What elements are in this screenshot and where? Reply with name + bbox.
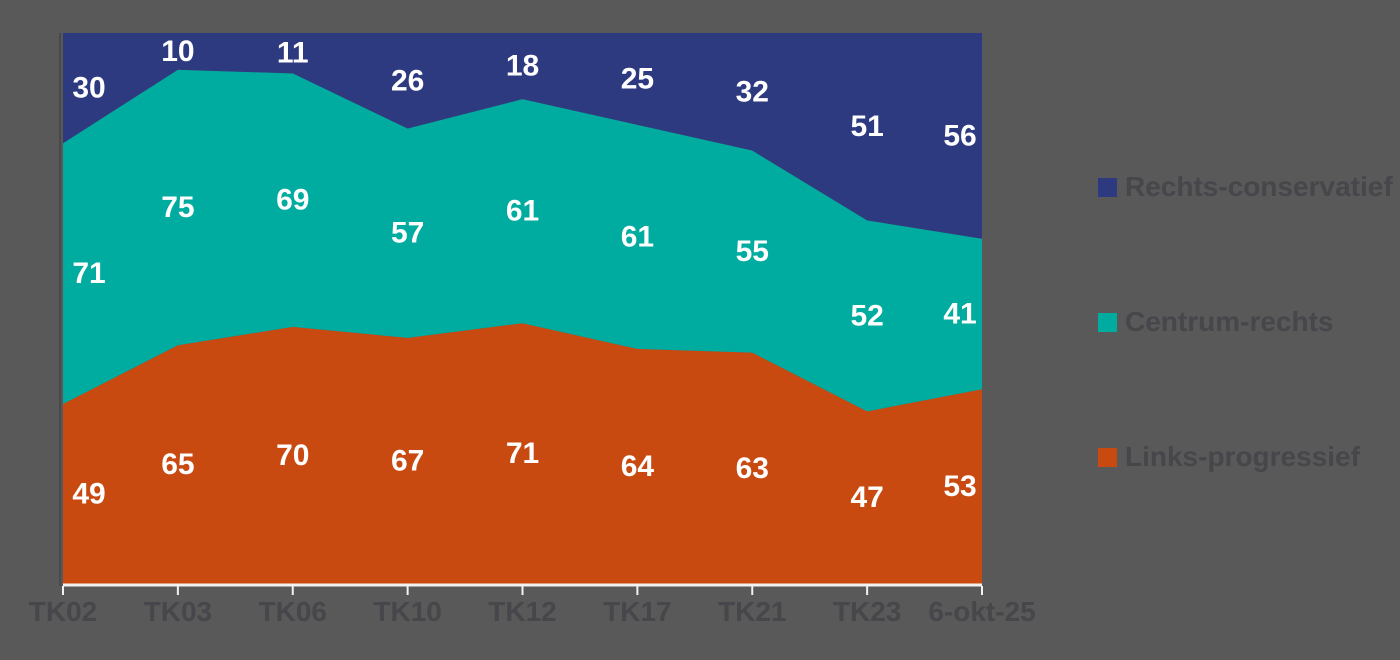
legend-swatch bbox=[1098, 177, 1117, 197]
area-series-centrum-rechts bbox=[63, 69, 982, 412]
legend-item-centrum-rechts: Centrum-rechts bbox=[1098, 306, 1334, 337]
x-tick-label-tk17: TK17 bbox=[603, 596, 672, 627]
value-label: 61 bbox=[506, 195, 539, 228]
x-tick-label-tk02: TK02 bbox=[28, 596, 98, 627]
value-label: 69 bbox=[276, 184, 309, 217]
value-label: 57 bbox=[391, 217, 424, 250]
value-label: 32 bbox=[736, 75, 769, 108]
value-label: 53 bbox=[943, 470, 976, 503]
plot-area: 49 65 70 67 71 64 63 47 53 71 75 69 57 61 61 55 52 41 30 10… bbox=[62, 33, 983, 595]
value-label: 63 bbox=[736, 452, 769, 485]
legend-label: Rechts-conservatief bbox=[1125, 171, 1393, 202]
x-tick-label-tk06: TK06 bbox=[258, 596, 327, 627]
value-label: 64 bbox=[621, 450, 655, 483]
x-tick-label-tk10: TK10 bbox=[373, 596, 442, 627]
value-label: 71 bbox=[506, 437, 539, 470]
stacked-area-chart: 49 65 70 67 71 64 63 47 53 71 75 69 57 61 61 55 52 41 30 10… bbox=[62, 33, 983, 595]
legend-label: Centrum-rechts bbox=[1125, 306, 1334, 337]
value-label: 71 bbox=[72, 257, 105, 290]
value-label: 26 bbox=[391, 64, 424, 97]
value-label: 51 bbox=[850, 110, 883, 143]
area-series-links-progressief bbox=[63, 323, 982, 584]
legend-item-rechts-conservatief: Rechts-conservatief bbox=[1098, 171, 1393, 202]
area-series-rechts-conservatief bbox=[63, 33, 982, 239]
x-tick-label-6-okt-25: 6-okt-25 bbox=[928, 596, 1036, 627]
legend-item-links-progressief: Links-progressief bbox=[1098, 441, 1360, 472]
legend-swatch bbox=[1098, 447, 1117, 467]
value-label: 61 bbox=[621, 220, 654, 253]
value-label: 67 bbox=[391, 444, 424, 477]
x-tick-label-tk23: TK23 bbox=[832, 596, 902, 627]
value-label: 18 bbox=[506, 50, 539, 83]
value-label: 55 bbox=[736, 235, 769, 268]
value-label: 10 bbox=[161, 35, 194, 68]
x-axis-labels: TK02 TK03 TK06 TK10 TK12 TK17 TK21 TK23 6-okt-25 bbox=[29, 596, 1036, 632]
legend-swatch bbox=[1098, 312, 1117, 332]
x-tick-label-tk21: TK21 bbox=[718, 596, 787, 627]
value-label: 11 bbox=[277, 37, 309, 70]
value-label: 41 bbox=[943, 298, 976, 331]
x-tick-label-tk03: TK03 bbox=[143, 596, 213, 627]
value-label: 25 bbox=[621, 62, 654, 95]
value-label: 30 bbox=[72, 72, 105, 105]
value-label: 47 bbox=[850, 481, 883, 514]
value-label: 52 bbox=[850, 299, 883, 332]
legend-label: Links-progressief bbox=[1125, 441, 1360, 472]
value-label: 56 bbox=[943, 119, 976, 152]
value-label: 65 bbox=[161, 448, 194, 481]
value-label: 70 bbox=[276, 439, 309, 472]
x-tick-label-tk12: TK12 bbox=[488, 596, 557, 627]
value-label: 49 bbox=[72, 478, 105, 511]
value-label: 75 bbox=[161, 191, 194, 224]
y-axis-line bbox=[59, 33, 61, 586]
